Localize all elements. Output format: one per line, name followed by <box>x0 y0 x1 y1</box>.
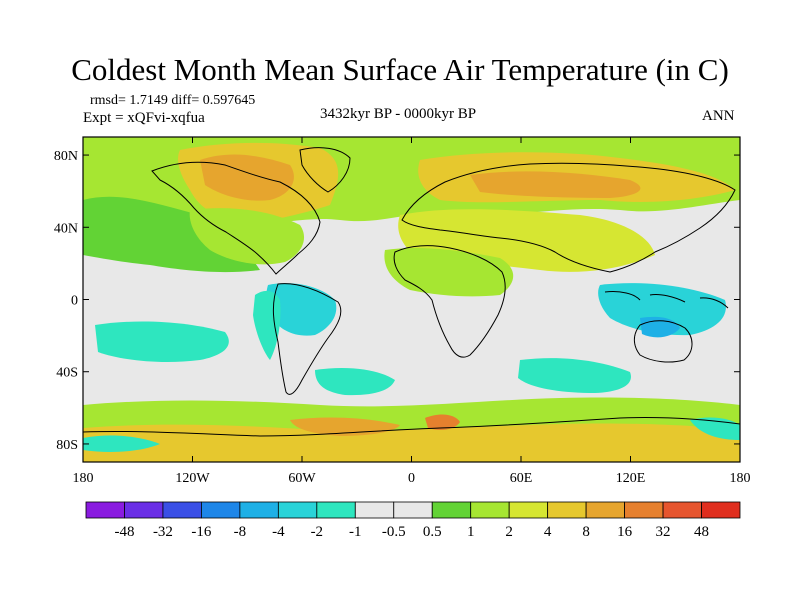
colorbar-box <box>662 501 702 519</box>
antarctic-cool-patch <box>83 435 160 452</box>
north-america-midlat <box>189 208 305 265</box>
colorbar-label: -32 <box>153 524 173 540</box>
lon-label: 120E <box>616 471 646 486</box>
lon-label: 120W <box>175 471 210 486</box>
colorbar-box <box>162 501 202 519</box>
north-pacific-green <box>83 196 260 273</box>
map-plot-area <box>83 137 740 462</box>
lat-label: 40S <box>56 366 78 381</box>
colorbar-label: 8 <box>582 524 590 540</box>
colorbar-label: -16 <box>191 524 211 540</box>
south-pacific-cool <box>95 321 229 363</box>
colorbar-label: 16 <box>617 524 633 540</box>
map-title: Coldest Month Mean Surface Air Temperatu… <box>71 52 729 87</box>
colorbar-label: -48 <box>114 524 134 540</box>
colorbar-label: 1 <box>467 524 475 540</box>
maritime-continent-cool <box>598 283 726 336</box>
colorbar-box <box>316 501 356 519</box>
colorbar-box <box>701 501 741 519</box>
canada-core <box>200 154 294 201</box>
season-label: ANN <box>702 108 735 124</box>
coast-africa <box>393 245 506 358</box>
colorbar-label: 32 <box>656 524 671 540</box>
colorbar-box <box>585 501 625 519</box>
lat-label: 80S <box>56 438 78 453</box>
colorbar-box <box>431 501 472 519</box>
colorbar-label: 0.5 <box>423 524 442 540</box>
colorbar-label: -8 <box>234 524 247 540</box>
lon-label: 60W <box>288 471 316 486</box>
lon-label: 60E <box>510 471 533 486</box>
colorbar-labels: -48 -32 -16 -8 -4 -2 -1 -0.5 0.5 1 2 4 8 16 32 48 <box>114 524 709 540</box>
lat-label: 40N <box>54 221 78 236</box>
colorbar-label: 48 <box>694 524 709 540</box>
coast-north-america <box>151 161 321 275</box>
axis-ticks <box>82 137 741 462</box>
colorbar-label: 2 <box>505 524 513 540</box>
colorbar-box <box>624 501 664 519</box>
colorbar-label: 4 <box>544 524 552 540</box>
coast-south-america <box>272 283 342 395</box>
stats-label: rmsd= 1.7149 diff= 0.597645 <box>90 93 256 108</box>
coastlines <box>83 147 740 437</box>
lon-label: 0 <box>408 471 415 486</box>
colorbar-box <box>85 501 125 519</box>
colorbar-label: -0.5 <box>382 524 406 540</box>
colorbar-box <box>239 501 279 519</box>
lat-label: 80N <box>54 149 78 164</box>
coast-antarctica <box>83 416 740 437</box>
lat-label: 0 <box>71 294 78 309</box>
colorbar-box <box>470 501 510 519</box>
south-atlantic-cool <box>315 368 395 396</box>
coast-indonesia <box>604 291 729 309</box>
period-label: 3432kyr BP - 0000kyr BP <box>320 106 477 122</box>
colorbar-box <box>547 501 587 519</box>
colorbar <box>85 501 741 519</box>
longitude-labels: 180 120W 60W 0 60E 120E 180 <box>73 471 751 486</box>
antarctic-hotspot <box>425 414 460 430</box>
coast-eurasia <box>401 162 736 273</box>
coast-greenland <box>299 147 351 193</box>
colorbar-label: -1 <box>349 524 362 540</box>
lon-label: 180 <box>730 471 751 486</box>
lon-label: 180 <box>73 471 94 486</box>
colorbar-box <box>124 501 164 519</box>
eurasia-core <box>470 171 641 198</box>
africa-north <box>384 247 514 297</box>
south-america-cool <box>266 283 337 336</box>
south-indian-cool <box>518 358 631 393</box>
colorbar-label: -4 <box>272 524 285 540</box>
antarctic-warm <box>83 423 740 462</box>
colorbar-box <box>277 501 318 519</box>
antarctic-cool-patch-east <box>690 417 740 440</box>
coast-australia <box>633 320 693 363</box>
colorbar-label: -2 <box>311 524 324 540</box>
latitude-labels: 80N 40N 0 40S 80S <box>54 149 78 453</box>
colorbar-box <box>508 501 549 519</box>
experiment-label: Expt = xQFvi-xqfua <box>83 110 205 126</box>
colorbar-box <box>393 501 433 519</box>
colorbar-box <box>201 501 241 519</box>
colorbar-box <box>354 501 395 519</box>
